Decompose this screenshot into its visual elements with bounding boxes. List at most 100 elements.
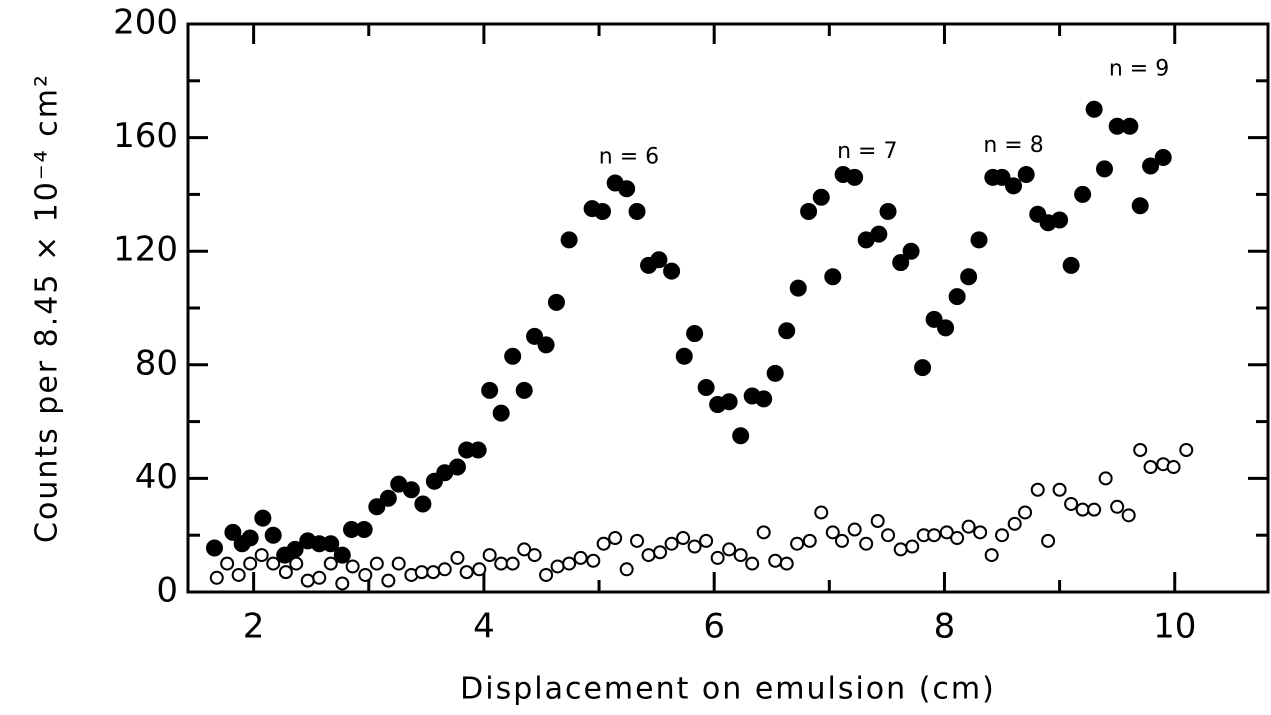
annotation: n = 8 — [983, 133, 1043, 158]
filled-point — [379, 489, 397, 507]
open-point — [450, 550, 465, 565]
x-tick-label: 8 — [934, 607, 956, 647]
filled-point — [789, 279, 807, 297]
x-tick-label: 4 — [473, 607, 495, 647]
open-point — [312, 570, 327, 585]
open-point — [369, 556, 384, 571]
filled-point — [960, 268, 978, 286]
filled-point — [504, 347, 522, 365]
open-point — [1110, 499, 1125, 514]
open-point — [527, 548, 542, 563]
open-point — [653, 545, 668, 560]
filled-point — [1142, 157, 1160, 175]
filled-point — [766, 364, 784, 382]
open-point — [358, 567, 373, 582]
filled-point — [1154, 148, 1172, 166]
open-point — [768, 553, 783, 568]
open-point — [266, 556, 281, 571]
open-point — [664, 536, 679, 551]
open-point — [950, 531, 965, 546]
open-point — [573, 550, 588, 565]
open-point — [426, 565, 441, 580]
filled-point — [368, 498, 386, 516]
open-point — [834, 533, 849, 548]
filled-point — [241, 529, 259, 547]
filled-point — [663, 262, 681, 280]
open-point — [345, 559, 360, 574]
open-point — [505, 556, 520, 571]
filled-point — [1074, 185, 1092, 203]
open-point — [220, 556, 235, 571]
open-point — [859, 536, 874, 551]
open-point — [1041, 533, 1056, 548]
open-point — [939, 525, 954, 540]
open-point — [608, 531, 623, 546]
filled-point — [322, 535, 340, 553]
open-point — [254, 548, 269, 563]
filled-point — [593, 202, 611, 220]
y-tick-label: 160 — [113, 116, 178, 156]
open-point — [802, 533, 817, 548]
open-point — [881, 528, 896, 543]
open-point — [779, 556, 794, 571]
open-point — [1098, 471, 1113, 486]
x-tick-label: 6 — [703, 607, 725, 647]
filled-point — [560, 231, 578, 249]
open-point — [335, 576, 350, 591]
y-tick-label: 80 — [135, 343, 178, 383]
open-point — [437, 562, 452, 577]
filled-point — [1005, 177, 1023, 195]
filled-point — [264, 526, 282, 544]
open-point — [391, 556, 406, 571]
annotation: n = 7 — [837, 139, 897, 164]
open-point — [494, 556, 509, 571]
filled-point — [937, 319, 955, 337]
y-tick-label: 120 — [113, 230, 178, 270]
open-point — [687, 539, 702, 554]
filled-point — [1131, 197, 1149, 215]
open-point — [472, 562, 487, 577]
filled-point — [1096, 160, 1114, 178]
open-point — [289, 556, 304, 571]
open-point — [1018, 505, 1033, 520]
filled-point — [254, 509, 272, 527]
filled-point — [515, 381, 533, 399]
open-point — [825, 525, 840, 540]
open-point — [459, 565, 474, 580]
filled-point — [870, 225, 888, 243]
open-point — [756, 525, 771, 540]
filled-point — [879, 202, 897, 220]
filled-point — [925, 310, 943, 328]
filled-point — [481, 381, 499, 399]
open-point — [699, 533, 714, 548]
plot-frame — [186, 22, 1270, 594]
filled-point — [650, 251, 668, 269]
open-point — [1075, 502, 1090, 517]
open-point — [596, 536, 611, 551]
open-point — [973, 525, 988, 540]
filled-point — [824, 268, 842, 286]
open-point — [984, 548, 999, 563]
y-tick-label: 0 — [156, 571, 178, 611]
filled-point — [800, 202, 818, 220]
open-point — [814, 505, 829, 520]
filled-point — [355, 521, 373, 539]
open-point — [927, 528, 942, 543]
filled-point — [1062, 256, 1080, 274]
filled-point — [914, 359, 932, 377]
open-point — [300, 573, 315, 588]
filled-point — [469, 441, 487, 459]
filled-point — [720, 393, 738, 411]
filled-point — [697, 379, 715, 397]
open-point — [243, 556, 258, 571]
open-point — [676, 531, 691, 546]
filled-point — [993, 168, 1011, 186]
filled-point — [892, 254, 910, 272]
open-point — [278, 565, 293, 580]
open-point — [1087, 502, 1102, 517]
x-axis-label: Displacement on emulsion (cm) — [460, 672, 996, 707]
annotation: n = 6 — [599, 144, 659, 169]
open-point — [722, 542, 737, 557]
open-point — [381, 573, 396, 588]
